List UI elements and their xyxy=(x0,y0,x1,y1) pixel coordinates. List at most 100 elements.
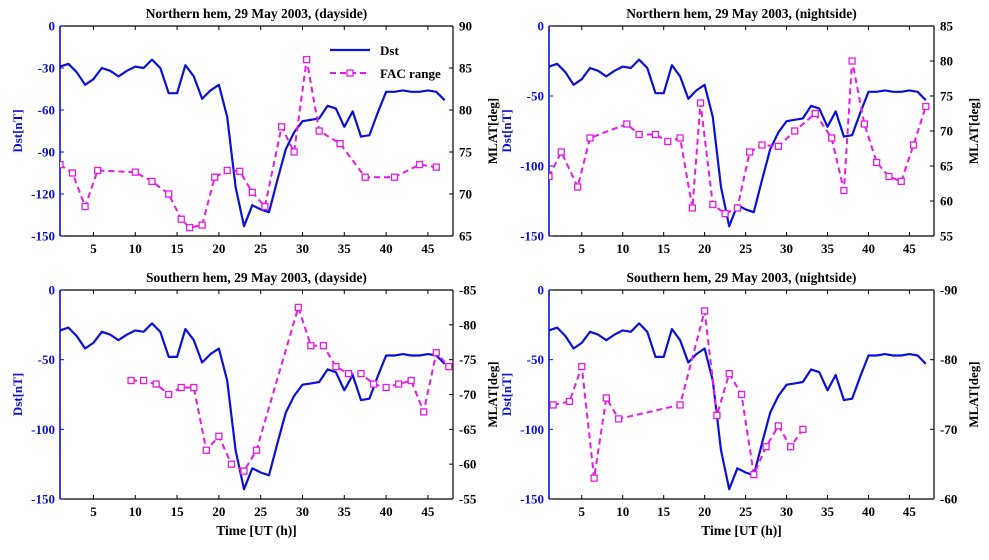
fac-range-point xyxy=(319,342,328,350)
fac-range-point xyxy=(223,166,231,175)
y-tick-label: -150 xyxy=(31,492,55,507)
fac-range-point xyxy=(840,186,848,195)
y-right-axis-label: MLAT[deg] xyxy=(485,361,500,427)
fac-range-point xyxy=(799,425,807,433)
y-right-tick-label: 75 xyxy=(459,145,473,160)
fac-range-point xyxy=(81,202,89,211)
y-right-axis-label: MLAT[deg] xyxy=(966,98,981,164)
y-tick-label: -50 xyxy=(38,352,55,367)
y-right-tick-label: 65 xyxy=(459,229,473,244)
x-tick-label: 20 xyxy=(698,504,711,519)
x-tick-label: 20 xyxy=(212,504,225,519)
fac-range-point xyxy=(873,158,881,167)
y-axis-label: Dst[nT] xyxy=(10,109,25,152)
fac-range-point xyxy=(721,209,729,218)
y-right-tick-label: 55 xyxy=(940,229,954,244)
fac-range-point xyxy=(198,221,206,229)
x-tick-label: 35 xyxy=(821,504,835,519)
x-tick-label: 35 xyxy=(821,241,835,256)
legend-fac-marker xyxy=(346,69,354,77)
x-tick-label: 30 xyxy=(780,504,793,519)
y-right-tick-label: -80 xyxy=(940,352,957,367)
fac-range-point xyxy=(240,467,248,475)
y-tick-label: -100 xyxy=(520,422,544,437)
dst-line xyxy=(60,322,446,491)
fac-range-point xyxy=(574,183,582,191)
fac-range-point xyxy=(127,376,135,385)
y-right-tick-label: -70 xyxy=(940,422,957,437)
fac-range-point xyxy=(177,215,185,223)
x-tick-label: 5 xyxy=(579,241,586,256)
y-right-tick-label: -80 xyxy=(459,317,476,332)
fac-range-point xyxy=(860,120,869,128)
legend: Dst FAC range xyxy=(330,43,441,81)
x-tick-label: 35 xyxy=(338,241,352,256)
fac-range-point xyxy=(344,369,353,378)
fac-range-point xyxy=(557,148,565,156)
x-tick-label: 25 xyxy=(739,504,753,519)
x-tick-label: 15 xyxy=(657,504,671,519)
fac-range-point xyxy=(827,134,836,142)
fac-range-point xyxy=(737,390,746,399)
fac-range-point xyxy=(664,137,672,146)
y-tick-label: 0 xyxy=(49,19,56,34)
fac-range-point xyxy=(420,408,428,416)
fac-range-point xyxy=(252,446,261,454)
y-tick-label: -100 xyxy=(520,159,544,174)
x-axis-label: Time [UT (h)] xyxy=(216,523,297,538)
fac-range-point xyxy=(733,204,742,212)
y-right-tick-label: -60 xyxy=(459,457,476,472)
panel-3: Southern hem, 29 May 2003, (dayside) 5 10 1… xyxy=(10,270,500,538)
fac-range-point xyxy=(277,123,286,131)
fac-range-point xyxy=(139,376,148,385)
fac-range-point xyxy=(774,422,783,430)
y-right-tick-label: 80 xyxy=(459,103,472,118)
y-right-axis-label: MLAT[deg] xyxy=(966,361,981,427)
x-tick-label: 45 xyxy=(421,241,435,256)
fac-range-point xyxy=(746,148,754,156)
x-tick-label: 10 xyxy=(616,504,629,519)
fac-range-point xyxy=(407,376,415,385)
y-right-tick-label: 85 xyxy=(459,61,473,76)
y-axis-label: Dst[nT] xyxy=(499,109,514,152)
fac-range-point xyxy=(68,169,77,177)
fac-range-point xyxy=(332,362,340,371)
y-right-tick-label: 70 xyxy=(940,124,953,139)
x-tick-label: 10 xyxy=(616,241,629,256)
y-right-tick-label: -75 xyxy=(459,352,477,367)
panel-title: Southern hem, 29 May 2003, (dayside) xyxy=(146,270,367,285)
y-tick-label: -150 xyxy=(31,229,55,244)
fac-range-line xyxy=(549,60,927,215)
fac-range-point xyxy=(635,130,643,139)
fac-range-point xyxy=(307,342,315,350)
y-right-tick-label: -60 xyxy=(940,492,957,507)
fac-range-point xyxy=(565,397,574,406)
x-tick-label: 20 xyxy=(698,241,711,256)
fac-range-point xyxy=(885,172,893,181)
fac-range-point xyxy=(651,130,660,139)
y-right-tick-label: -85 xyxy=(459,283,477,298)
fac-range-point xyxy=(700,307,709,315)
x-tick-label: 10 xyxy=(129,504,142,519)
y-right-axis-label: MLAT[deg] xyxy=(485,98,500,164)
fac-range-point xyxy=(415,160,424,169)
fac-range-point xyxy=(165,390,173,399)
fac-range-point xyxy=(676,401,684,409)
y-tick-label: 0 xyxy=(49,283,56,298)
fac-range-point xyxy=(791,127,799,135)
fac-range-point xyxy=(602,394,610,402)
x-tick-label: 40 xyxy=(380,241,393,256)
x-tick-label: 5 xyxy=(579,504,586,519)
fac-range-point xyxy=(758,141,766,149)
fac-range-point xyxy=(786,443,795,451)
y-axis-label: Dst[nT] xyxy=(499,373,514,416)
fac-range-point xyxy=(248,188,256,196)
y-right-tick-label: 75 xyxy=(940,89,954,104)
fac-range-point xyxy=(148,177,156,186)
y-tick-label: -60 xyxy=(38,103,55,118)
y-right-tick-label: -90 xyxy=(940,283,957,298)
legend-dst-label: Dst xyxy=(380,43,399,58)
legend-fac-label: FAC range xyxy=(380,66,441,81)
fac-range-point xyxy=(290,148,298,156)
fac-range-point xyxy=(445,362,453,371)
